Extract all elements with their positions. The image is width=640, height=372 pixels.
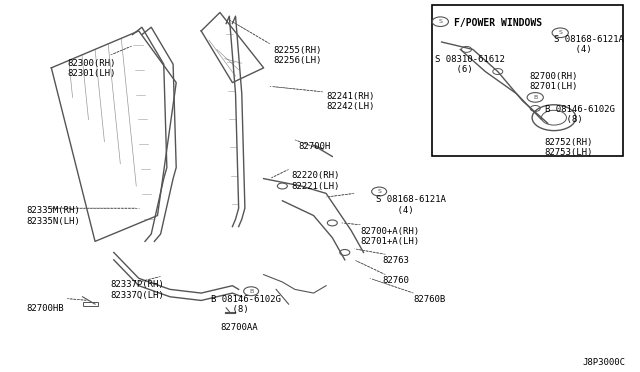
Text: S: S — [438, 19, 442, 24]
Text: B 08146-6102G
    (8): B 08146-6102G (8) — [545, 105, 614, 124]
Text: S: S — [377, 189, 381, 194]
Text: 82700AA: 82700AA — [220, 323, 257, 331]
Text: S: S — [558, 30, 562, 35]
Text: S 08168-6121A
    (4): S 08168-6121A (4) — [554, 35, 624, 54]
Text: 82300(RH)
82301(LH): 82300(RH) 82301(LH) — [67, 59, 115, 78]
Text: 82700H: 82700H — [298, 142, 330, 151]
Text: 82700HB: 82700HB — [26, 304, 64, 313]
Text: J8P3000C: J8P3000C — [582, 358, 625, 367]
FancyBboxPatch shape — [432, 5, 623, 157]
Text: 82255(RH)
82256(LH): 82255(RH) 82256(LH) — [273, 46, 321, 65]
Text: 82760B: 82760B — [413, 295, 445, 304]
Text: 82220(RH)
82221(LH): 82220(RH) 82221(LH) — [292, 171, 340, 190]
Text: 82337P(RH)
82337Q(LH): 82337P(RH) 82337Q(LH) — [111, 280, 164, 299]
Text: 82335M(RH)
82335N(LH): 82335M(RH) 82335N(LH) — [26, 206, 80, 226]
Text: 82700(RH)
82701(LH): 82700(RH) 82701(LH) — [529, 71, 577, 91]
Bar — [83, 302, 98, 306]
Text: 82752(RH)
82753(LH): 82752(RH) 82753(LH) — [545, 138, 593, 157]
Text: B 08146-6102G
    (8): B 08146-6102G (8) — [211, 295, 280, 314]
Text: F/POWER WINDOWS: F/POWER WINDOWS — [454, 18, 542, 28]
Text: B: B — [249, 289, 253, 294]
Text: 82763: 82763 — [382, 256, 409, 265]
Text: S 08168-6121A
    (4): S 08168-6121A (4) — [376, 195, 446, 215]
Text: B: B — [533, 95, 538, 100]
Text: 82760: 82760 — [382, 276, 409, 285]
Text: 82241(RH)
82242(LH): 82241(RH) 82242(LH) — [326, 92, 374, 111]
Text: 82700+A(RH)
82701+A(LH): 82700+A(RH) 82701+A(LH) — [360, 227, 420, 246]
Text: S 08310-61612
    (6): S 08310-61612 (6) — [435, 55, 505, 74]
